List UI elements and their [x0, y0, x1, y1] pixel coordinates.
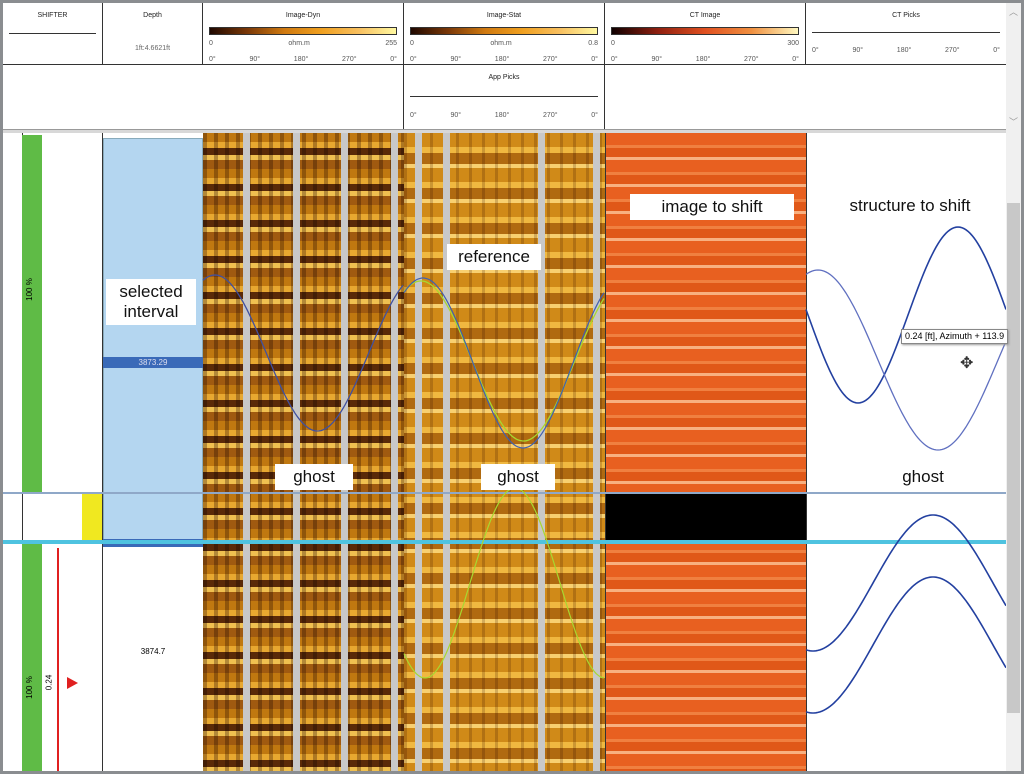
ct-image-header: CT Image 0 300 0° 90° 180° 270° 0° — [605, 3, 806, 65]
pad-gap — [341, 133, 348, 771]
interval-boundary[interactable] — [3, 492, 1006, 494]
annotation-ghost: ghost — [275, 464, 353, 490]
pick-sine-curve[interactable] — [403, 487, 605, 679]
pick-sine-curve[interactable] — [403, 277, 605, 449]
app-picks-title: App Picks — [488, 74, 520, 81]
pad-gap — [293, 133, 300, 771]
azimuth-scale: 0° 90° 180° 270° 0° — [410, 112, 598, 119]
vertical-scrollbar[interactable]: ︿ ﹀ — [1006, 3, 1021, 771]
shifter-title: SHIFTER — [37, 12, 68, 19]
depth-title: Depth — [143, 12, 162, 19]
annotation-ghost: ghost — [885, 464, 961, 490]
ct-image-track — [605, 133, 806, 771]
pad-gap — [538, 133, 545, 771]
cursor-line[interactable] — [3, 540, 1006, 544]
shift-marker-block[interactable] — [82, 493, 103, 540]
shift-pointer-icon[interactable] — [67, 677, 78, 689]
azimuth-scale: 0° 90° 180° 270° 0° — [812, 47, 1000, 54]
azimuth-scale: 0° 90° 180° 270° 0° — [410, 56, 598, 63]
scrollbar-thumb[interactable] — [1007, 203, 1020, 713]
azimuth-scale: 0° 90° 180° 270° 0° — [611, 56, 799, 63]
ct-image-colorbar — [611, 27, 799, 35]
image-stat-colorbar — [410, 27, 598, 35]
pick-sine-curve[interactable] — [202, 274, 404, 432]
app-picks-header: App Picks 0° 90° 180° 270° 0° — [404, 65, 605, 129]
pad-gap — [391, 133, 398, 771]
selected-interval[interactable] — [103, 138, 203, 543]
depth-header: Depth 1ft:4.6621ft — [103, 3, 203, 65]
scroll-down-icon[interactable]: ﹀ — [1009, 117, 1019, 127]
ct-image-gap — [605, 493, 806, 541]
well-log-viewer: SHIFTER Depth 1ft:4.6621ft Image-Dyn 0 oh… — [3, 3, 1021, 771]
annotation-reference: reference — [447, 244, 541, 270]
pad-gap — [415, 133, 422, 771]
image-dyn-title: Image-Dyn — [285, 12, 321, 19]
image-stat-header: Image-Stat 0 ohm.m 0.8 0° 90° 180° 270° 0° — [404, 3, 605, 65]
image-dyn-track — [203, 133, 404, 771]
image-stat-title: Image-Stat — [486, 12, 522, 19]
annotation-selected-interval: selected interval — [106, 279, 196, 325]
picks-overlay — [202, 226, 1006, 714]
move-cursor-icon: ✥ — [960, 355, 974, 372]
pick-sine-curve[interactable] — [805, 226, 1006, 404]
log-body: 100 % 100 % 0.24 3873.29 3874.7 selected… — [3, 133, 1009, 771]
pick-sine-curve[interactable] — [403, 280, 605, 442]
pad-gap — [243, 133, 250, 771]
image-dyn-header: Image-Dyn 0 ohm.m 255 0° 90° 180° 270° 0° — [203, 3, 404, 65]
pad-gap — [443, 133, 450, 771]
shifter-header: SHIFTER — [3, 3, 103, 65]
annotation-image-to-shift: image to shift — [630, 194, 794, 220]
scroll-up-icon[interactable]: ︿ — [1009, 7, 1019, 17]
image-stat-track — [404, 133, 605, 771]
header-empty — [3, 65, 404, 129]
header-splitter[interactable] — [3, 129, 1006, 133]
pad-gap — [593, 133, 600, 771]
ct-picks-title: CT Picks — [892, 12, 920, 19]
pick-sine-curve[interactable] — [805, 514, 1006, 652]
ct-image-title: CT Image — [689, 12, 721, 19]
annotation-ghost: ghost — [481, 464, 555, 490]
shift-quality-bar: 100 % — [22, 543, 42, 771]
azimuth-scale: 0° 90° 180° 270° 0° — [209, 56, 397, 63]
image-dyn-colorbar — [209, 27, 397, 35]
depth-scale: 1ft:4.6621ft — [134, 45, 171, 52]
shift-line — [57, 548, 59, 771]
ct-picks-header: CT Picks 0° 90° 180° 270° 0° — [806, 3, 1006, 65]
selected-depth-label: 3873.29 — [103, 357, 203, 368]
shift-quality-bar: 100 % — [22, 135, 42, 492]
shift-tooltip: 0.24 [ft], Azimuth + 113.9 — [901, 329, 1009, 344]
annotation-structure-to-shift: structure to shift — [849, 196, 971, 215]
pick-sine-curve[interactable] — [805, 269, 1006, 451]
pick-sine-curve[interactable] — [805, 576, 1006, 714]
depth-label: 3874.7 — [140, 647, 166, 656]
